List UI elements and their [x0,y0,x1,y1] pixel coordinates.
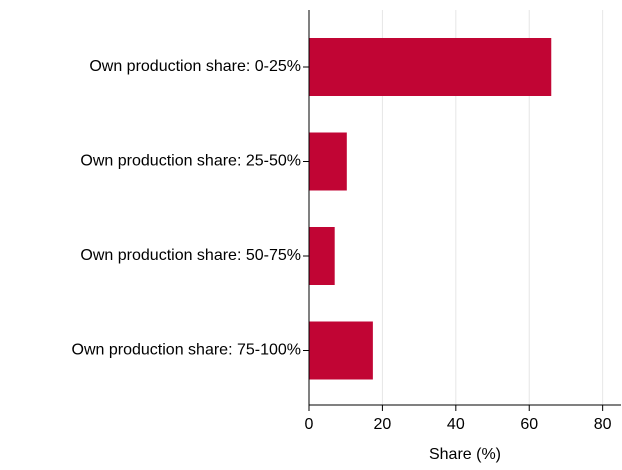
x-tick-label: 20 [374,416,392,433]
x-tick-label: 40 [447,416,465,433]
y-tick-label: Own production share: 50-75% [80,247,301,264]
y-tick-label: Own production share: 75-100% [72,342,301,359]
y-tick-label: Own production share: 0-25% [89,58,301,75]
y-tick-label: Own production share: 25-50% [80,153,301,170]
x-tick-label: 80 [594,416,612,433]
bar [309,132,347,191]
bar [309,321,373,380]
x-axis-label: Share (%) [429,446,501,463]
x-tick-label: 60 [520,416,538,433]
bar [309,38,552,96]
bar [309,227,335,285]
x-tick-label: 0 [305,416,314,433]
